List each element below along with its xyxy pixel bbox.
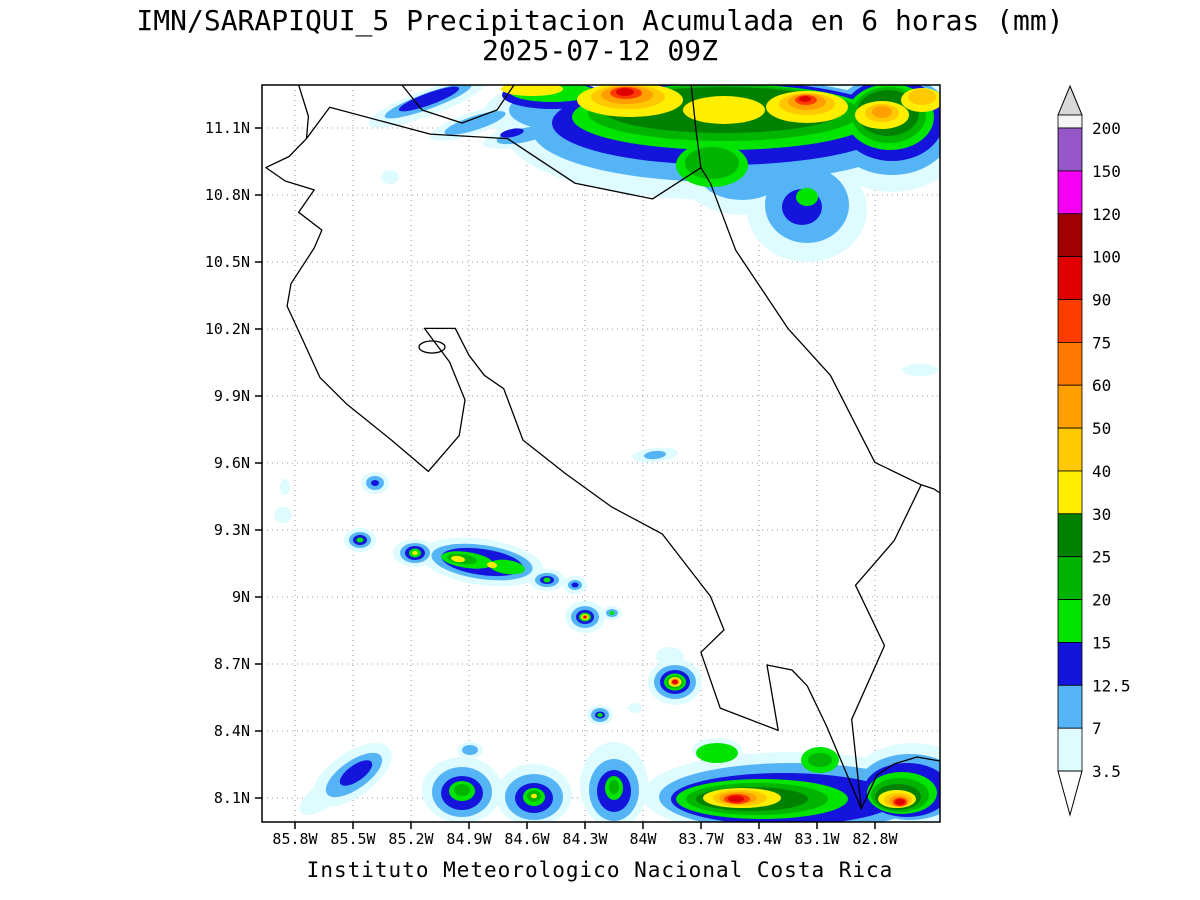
- colorbar-band: [1057, 427, 1083, 472]
- precipitation-colorbar: 200 150 120 100 90 75 60 50 40 30 25 20 …: [1057, 84, 1131, 817]
- lat-tick-label: 10.5N: [204, 253, 250, 271]
- colorbar-band: [1057, 127, 1083, 172]
- colorbar-label: 90: [1092, 291, 1111, 310]
- colorbar-band: [1057, 599, 1083, 643]
- colorbar-label: 100: [1092, 248, 1121, 267]
- lon-tick-label: 84.6W: [504, 830, 550, 848]
- lon-tick-label: 84.3W: [562, 830, 608, 848]
- lat-tick-label: 10.8N: [204, 186, 250, 204]
- lon-tick-label: 85.8W: [272, 830, 318, 848]
- colorbar-label: 60: [1092, 376, 1111, 395]
- precip-level-90mm: [583, 88, 905, 806]
- colorbar-band: [1057, 556, 1083, 601]
- colorbar-label: 75: [1092, 333, 1111, 352]
- lat-tick-label: 11.1N: [204, 119, 250, 137]
- lon-tick-label: 84W: [629, 830, 657, 848]
- lon-tick-label: 84.9W: [446, 830, 492, 848]
- lat-tick-label: 9.3N: [213, 521, 250, 539]
- lat-tick-label: 10.2N: [204, 320, 250, 338]
- colorbar-band: [1057, 341, 1083, 386]
- panama-pacific-coast: [860, 756, 940, 809]
- colorbar-label: 25: [1092, 548, 1111, 567]
- colorbar-label: 3.5: [1092, 762, 1121, 781]
- colorbar-band: [1057, 170, 1083, 215]
- lake-nicaragua-shore: [401, 85, 515, 124]
- colorbar-arrow-down: [1057, 770, 1083, 817]
- lat-tick-label: 8.7N: [213, 655, 250, 673]
- colorbar-band: [1057, 299, 1083, 343]
- colorbar-label: 12.5: [1092, 676, 1131, 695]
- chira-island: [418, 340, 446, 354]
- lon-tick-label: 83.4W: [736, 830, 782, 848]
- colorbar-label: 20: [1092, 591, 1111, 610]
- colorbar-arrow-up: [1057, 84, 1083, 116]
- lat-tick-label: 8.1N: [213, 789, 250, 807]
- colorbar-band: [1057, 256, 1083, 300]
- colorbar-label: 50: [1092, 419, 1111, 438]
- lon-tick-label: 83.7W: [678, 830, 724, 848]
- colorbar-band: [1057, 727, 1083, 772]
- colorbar-label: 150: [1092, 162, 1121, 181]
- lat-tick-label: 9.9N: [213, 387, 250, 405]
- lon-tick-label: 85.2W: [388, 830, 434, 848]
- colorbar-band: [1057, 470, 1083, 515]
- nicaragua-caribbean-coast: [690, 85, 702, 168]
- coastlines: [265, 85, 940, 810]
- colorbar-band: [1057, 513, 1083, 558]
- colorbar-label: 40: [1092, 462, 1111, 481]
- map-title: IMN/SARAPIQUI_5 Precipitacion Acumulada …: [136, 4, 1064, 37]
- lon-tick-label: 85.5W: [330, 830, 376, 848]
- map-subtitle: 2025-07-12 09Z: [481, 34, 718, 67]
- lat-tick-label: 8.4N: [213, 722, 250, 740]
- axis-ticks: [255, 127, 876, 829]
- source-caption: Instituto Meteorologico Nacional Costa R…: [306, 858, 894, 882]
- colorbar-label: 120: [1092, 205, 1121, 224]
- precip-field: [274, 85, 940, 822]
- lon-tick-label: 83.1W: [794, 830, 840, 848]
- costa-rica-coastline: [265, 85, 922, 810]
- precipitation-map: [255, 84, 941, 829]
- colorbar-label: 7: [1092, 719, 1102, 738]
- colorbar-label: 200: [1092, 119, 1121, 138]
- lat-tick-label: 9.6N: [213, 454, 250, 472]
- plot-frame: [261, 84, 941, 823]
- colorbar-band: [1057, 684, 1083, 729]
- lon-tick-label: 82.8W: [852, 830, 898, 848]
- panama-caribbean-coast: [920, 484, 940, 494]
- colorbar-label: 15: [1092, 633, 1111, 652]
- colorbar-band: [1057, 213, 1083, 258]
- lat-tick-label: 9N: [231, 588, 250, 606]
- colorbar-label: 30: [1092, 505, 1111, 524]
- colorbar-band: [1057, 384, 1083, 429]
- colorbar-band: [1057, 642, 1083, 686]
- colorbar-band: [1057, 114, 1083, 129]
